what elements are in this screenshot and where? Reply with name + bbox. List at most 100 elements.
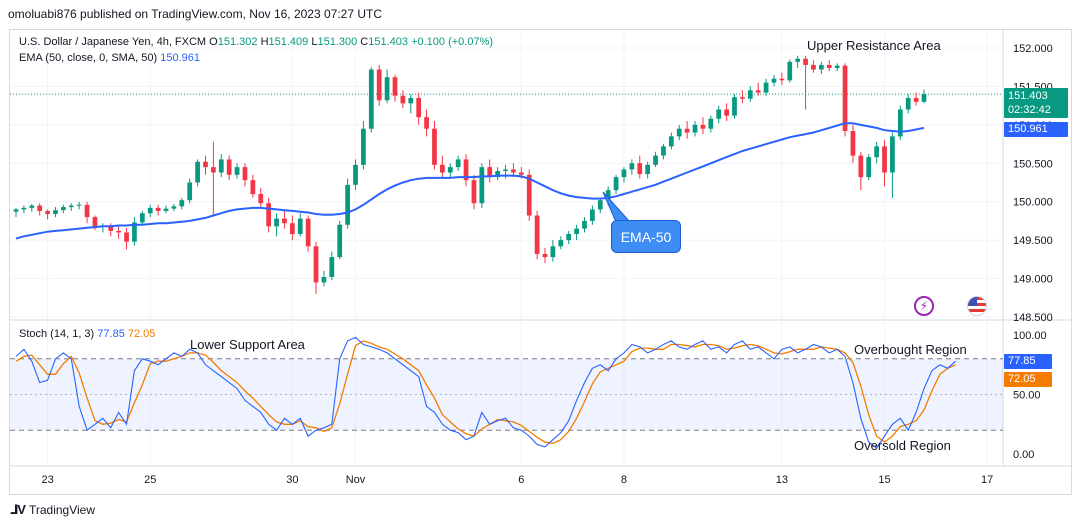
ema-callout[interactable]: EMA-50 — [611, 220, 681, 253]
us-flag-icon[interactable] — [967, 296, 987, 316]
candle-body — [218, 159, 224, 173]
price-axis-label: 150.000 — [1013, 197, 1053, 209]
stoch-label: Stoch (14, 1, 3) — [19, 328, 95, 340]
candle-body — [29, 205, 35, 208]
candle-body — [21, 207, 27, 210]
candle-body — [305, 218, 311, 247]
candle-body — [874, 146, 879, 158]
candle-body — [13, 209, 19, 212]
candle-body — [471, 180, 477, 204]
lightning-icon[interactable]: ⚡ — [914, 296, 934, 316]
time-axis-label: 8 — [621, 474, 627, 486]
candle-body — [376, 69, 382, 101]
candle-body — [76, 204, 82, 206]
candle-body — [574, 228, 579, 234]
price-axis-label: 148.500 — [1013, 312, 1053, 324]
candle-body — [890, 136, 895, 173]
time-axis-label: 23 — [41, 474, 53, 486]
candle-body — [234, 167, 240, 175]
time-axis-label: Nov — [346, 474, 366, 486]
chart-frame — [9, 29, 1072, 495]
candle-body — [61, 207, 66, 211]
candle-body — [53, 210, 58, 215]
stoch-k-value: 77.85 — [97, 328, 125, 340]
stoch-axis-label: 50.00 — [1013, 390, 1041, 402]
stoch-axis-label: 0.00 — [1013, 449, 1034, 461]
stoch-d-tag: 72.05 — [1004, 372, 1052, 387]
candle-body — [108, 225, 114, 231]
candle-body — [621, 169, 627, 178]
candle-body — [258, 194, 264, 204]
candle-body — [897, 109, 903, 137]
footer-brand[interactable]: ⅃V TradingView — [10, 502, 95, 518]
candle-body — [147, 207, 153, 214]
price-axis-label: 150.500 — [1013, 158, 1053, 170]
time-axis-label: 6 — [518, 474, 524, 486]
candle-body — [195, 161, 200, 183]
price-legend: U.S. Dollar / Japanese Yen, 4h, FXCM O15… — [19, 36, 493, 48]
candle-body — [858, 155, 864, 178]
candle-body — [779, 78, 785, 81]
candle-body — [653, 155, 658, 165]
candle-body — [629, 163, 635, 170]
candle-body — [424, 117, 429, 129]
candle-body — [795, 58, 801, 62]
candle-body — [558, 240, 564, 247]
time-axis-label: 25 — [144, 474, 156, 486]
candle-body — [171, 206, 177, 209]
candle-body — [826, 64, 832, 68]
time-axis-label: 15 — [878, 474, 890, 486]
candle-body — [345, 184, 350, 225]
candle-body — [353, 164, 358, 185]
candle-body — [487, 167, 493, 178]
candle-body — [818, 64, 824, 70]
candle-body — [787, 61, 793, 81]
candle-body — [613, 177, 619, 191]
candle-body — [637, 163, 643, 175]
candle-body — [479, 167, 485, 204]
low-value: 151.300 — [317, 36, 358, 48]
last-price-value: 151.403 — [1008, 90, 1048, 102]
candle-body — [179, 200, 185, 207]
candle-body — [590, 209, 595, 221]
candle-body — [747, 90, 753, 99]
open-label: O — [209, 36, 218, 48]
candle-body — [511, 169, 516, 173]
candle-body — [400, 95, 406, 104]
candle-body — [732, 97, 737, 116]
candle-body — [518, 172, 524, 175]
candle-body — [455, 159, 461, 168]
upper-resistance-annotation: Upper Resistance Area — [807, 38, 941, 53]
candle-body — [124, 232, 129, 242]
candle-body — [913, 97, 919, 102]
high-value: 151.409 — [268, 36, 309, 48]
candle-body — [132, 222, 137, 242]
candle-body — [834, 65, 840, 68]
candle-body — [392, 77, 398, 96]
candle-body — [755, 90, 761, 93]
candle-body — [226, 159, 232, 175]
candle-body — [676, 128, 682, 137]
stoch-d-line — [15, 340, 956, 444]
ema-50-line — [15, 122, 925, 240]
overbought-annotation: Overbought Region — [854, 342, 967, 357]
candle-body — [582, 220, 587, 229]
lower-support-annotation: Lower Support Area — [190, 337, 305, 352]
candle-body — [163, 208, 169, 211]
candle-body — [495, 170, 501, 178]
price-axis-label: 149.500 — [1013, 235, 1053, 247]
candle-body — [266, 203, 272, 227]
candle-body — [321, 277, 327, 283]
candle-body — [416, 97, 422, 118]
time-axis-label: 30 — [286, 474, 298, 486]
candle-body — [463, 159, 469, 181]
candle-body — [432, 128, 437, 165]
candle-body — [297, 218, 303, 234]
candle-body — [542, 253, 548, 258]
candle-body — [740, 97, 745, 99]
countdown-value: 02:32:42 — [1008, 104, 1051, 116]
price-axis-label: 149.000 — [1013, 274, 1053, 286]
candle-body — [684, 128, 690, 133]
candle-body — [187, 182, 193, 201]
